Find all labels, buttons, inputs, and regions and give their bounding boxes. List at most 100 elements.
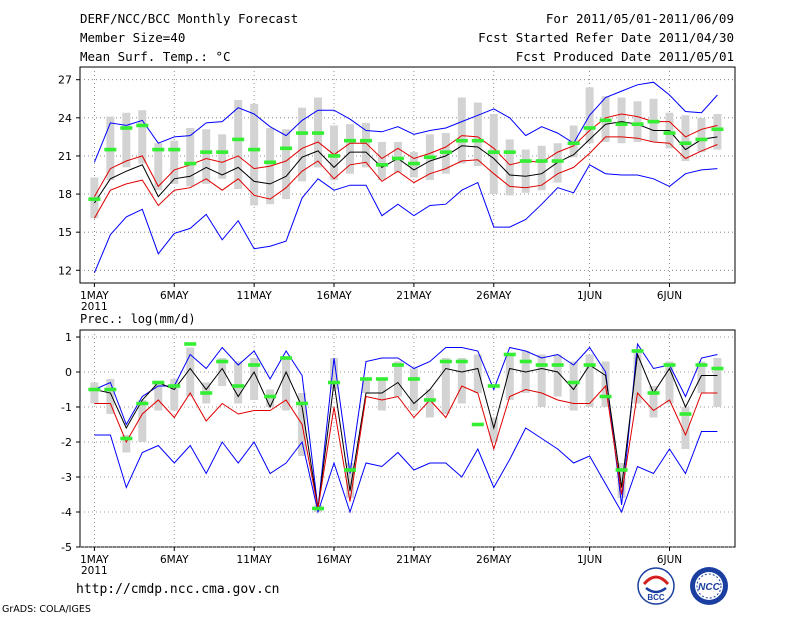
member-range-bar — [505, 354, 514, 400]
member-range-bar — [202, 129, 211, 184]
x-tick-label: 16MAY — [316, 290, 352, 302]
member-marker — [359, 138, 372, 143]
member-marker — [184, 342, 197, 346]
member-marker — [120, 436, 133, 441]
member-marker — [296, 401, 309, 406]
member-range-bar — [186, 127, 195, 187]
member-marker — [375, 377, 388, 381]
member-marker — [104, 147, 117, 152]
member-marker — [615, 468, 628, 472]
member-marker — [120, 126, 133, 130]
y-tick-label: -5 — [61, 541, 72, 554]
member-marker — [535, 159, 548, 163]
member-marker — [567, 380, 580, 385]
member-range-bar — [377, 379, 386, 411]
member-marker — [136, 123, 149, 128]
ncc-logo: NCC — [690, 567, 728, 605]
member-range-bar — [282, 129, 291, 200]
y-tick-label: 15 — [58, 226, 72, 239]
forecast-period-label: For 2011/05/01-2011/06/09 — [545, 11, 734, 26]
member-marker — [136, 401, 149, 406]
member-range-bar — [697, 117, 706, 153]
x-tick-label: 26MAY — [476, 290, 512, 302]
series-median-upper — [93, 113, 718, 197]
member-marker — [695, 137, 708, 142]
bcc-logo: BCC — [637, 567, 675, 605]
x-tick-label: 21MAY — [396, 290, 432, 302]
member-range-bar — [457, 358, 466, 404]
x-tick-label: 1MAY — [80, 554, 109, 566]
x-tick-label: 11MAY — [237, 290, 273, 302]
member-marker — [248, 363, 261, 367]
member-range-bar — [617, 97, 626, 144]
y-tick-label: -2 — [61, 436, 72, 449]
variable-label: Mean Surf. Temp.: °C — [80, 49, 231, 64]
member-marker — [216, 150, 229, 154]
y-tick-label: 24 — [58, 112, 72, 125]
member-marker — [328, 154, 341, 158]
series-ensemble-mean — [94, 352, 718, 509]
series-ensemble-mean — [93, 121, 718, 204]
member-marker — [551, 159, 564, 163]
member-range-bar — [282, 358, 291, 411]
series-min — [93, 164, 718, 273]
member-range-bar — [521, 149, 530, 193]
y-tick-label: -4 — [61, 506, 72, 519]
y-tick-label: 27 — [58, 74, 72, 87]
member-marker — [535, 363, 548, 367]
member-marker — [312, 506, 325, 511]
member-marker — [343, 138, 356, 143]
member-range-bar — [154, 382, 163, 411]
member-range-bar — [649, 386, 658, 418]
footer-url[interactable]: http://cmdp.ncc.cma.gov.cn — [76, 582, 280, 597]
member-marker — [104, 387, 117, 392]
member-range-bar — [186, 347, 195, 397]
y-tick-label: 1 — [65, 331, 72, 344]
member-range-bar — [393, 361, 402, 397]
member-marker — [232, 137, 245, 142]
member-marker — [471, 138, 484, 143]
member-range-bar — [377, 141, 386, 181]
member-range-bar — [250, 103, 259, 206]
member-marker — [679, 141, 692, 146]
y-tick-label: -1 — [61, 401, 72, 414]
member-range-bar — [665, 361, 674, 404]
plot-frame — [79, 329, 736, 548]
member-marker — [216, 359, 229, 364]
member-marker — [487, 150, 500, 154]
member-range-bar — [234, 361, 243, 404]
member-marker — [423, 155, 436, 160]
member-marker — [503, 150, 516, 154]
series-median — [94, 384, 718, 509]
member-marker — [615, 122, 628, 126]
member-size-label: Member Size=40 — [80, 30, 186, 45]
member-marker — [567, 141, 580, 146]
member-marker — [312, 131, 325, 135]
member-range-bar — [361, 379, 370, 393]
x-tick-label: 16MAY — [316, 554, 352, 566]
member-marker — [280, 356, 293, 360]
member-marker — [152, 147, 165, 152]
member-range-bar — [90, 382, 99, 404]
header-left: DERF/NCC/BCC Monthly Forecast Member Siz… — [80, 9, 298, 66]
member-marker — [583, 126, 596, 130]
member-range-bar — [330, 125, 339, 181]
fcst-start-label: Fcst Started Refer Date 2011/04/30 — [478, 30, 734, 45]
member-marker — [391, 363, 404, 367]
member-range-bar — [170, 140, 179, 184]
member-marker — [200, 391, 213, 395]
member-marker — [471, 422, 484, 427]
x-tick-label: 6MAY — [160, 290, 189, 302]
x-tick-label: 6MAY — [160, 554, 189, 566]
member-range-bar — [713, 114, 722, 150]
x-year-label: 2011 — [81, 565, 108, 577]
series-median — [93, 136, 718, 219]
ncc-logo-text: NCC — [698, 582, 720, 593]
member-marker — [663, 131, 676, 135]
y-tick-label: 18 — [58, 188, 72, 201]
member-range-bar — [681, 115, 690, 162]
chart-title: DERF/NCC/BCC Monthly Forecast — [80, 11, 299, 26]
header-right: For 2011/05/01-2011/06/09 Fcst Started R… — [470, 9, 734, 66]
member-marker — [280, 146, 293, 151]
